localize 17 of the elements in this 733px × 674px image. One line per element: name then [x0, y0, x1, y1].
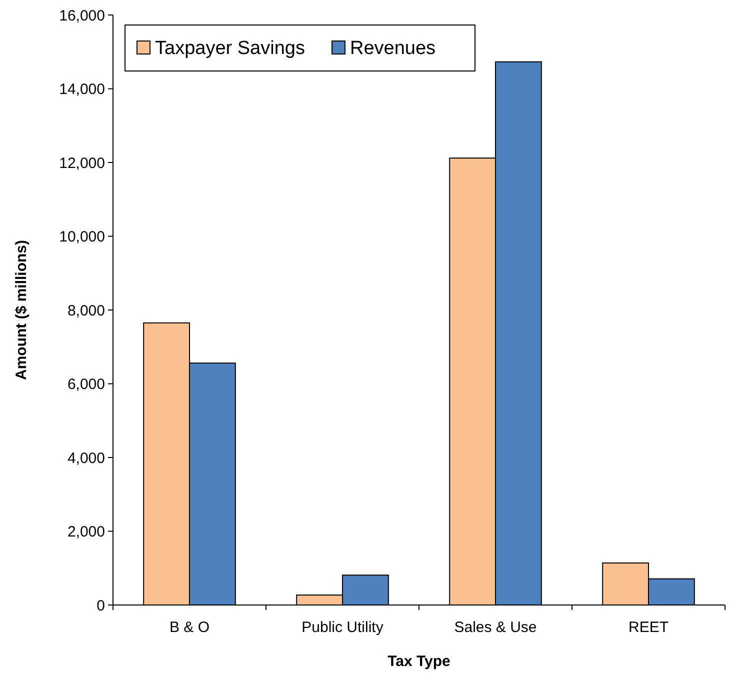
x-tick-label: Public Utility	[302, 619, 384, 636]
legend-label: Revenues	[350, 38, 436, 59]
x-tick-label: Sales & Use	[454, 619, 537, 636]
x-axis-title: Tax Type	[388, 653, 450, 670]
y-tick-label: 14,000	[59, 81, 105, 98]
y-tick-label: 10,000	[59, 228, 105, 246]
x-tick-label: REET	[628, 619, 669, 636]
legend-label: Taxpayer Savings	[155, 38, 305, 59]
y-tick-label: 12,000	[59, 154, 105, 172]
y-tick-label: 6,000	[67, 376, 105, 393]
x-tick-label: B & O	[169, 619, 210, 636]
y-tick-label: 2,000	[67, 524, 105, 540]
y-tick-label: 0	[96, 597, 105, 614]
y-tick-label: 8,000	[67, 302, 105, 320]
y-tick-label: 4,000	[67, 450, 105, 467]
y-tick-label: 16,000	[59, 7, 105, 24]
y-axis-title: Amount ($ millions)	[13, 240, 30, 380]
